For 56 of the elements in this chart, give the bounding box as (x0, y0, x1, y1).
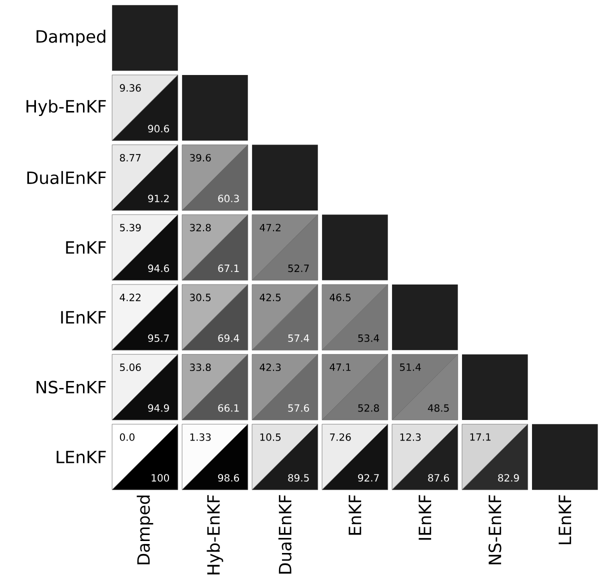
annotation: 94.9 (148, 404, 169, 412)
data-label: 5.39 (120, 224, 141, 232)
data-label: 33.8 (190, 364, 211, 372)
annotation: 82.9 (498, 474, 519, 482)
annotation: 89.5 (288, 474, 309, 482)
annotation: 87.6 (428, 474, 449, 482)
annotation: 52.8 (358, 404, 379, 412)
annotation: 98.6 (218, 474, 240, 482)
annotation: 57.4 (288, 334, 310, 342)
x-tick-label: NS-EnKF (488, 495, 502, 564)
x-tick-label: Hyb-EnKF (206, 495, 224, 574)
data-label: 5.06 (120, 364, 141, 372)
data-label: 39.6 (190, 154, 211, 162)
x-tick-label: DualEnKF (278, 495, 292, 574)
annotation: 60.3 (218, 194, 239, 202)
data-label: 4.22 (120, 294, 140, 302)
data-label: 51.4 (400, 364, 421, 371)
annotation: 52.7 (288, 264, 309, 272)
y-tick-label: DualEnKF (27, 171, 106, 184)
annotation: 90.6 (148, 124, 170, 132)
data-label: 17.1 (470, 433, 490, 441)
data-label: 42.5 (260, 294, 281, 302)
annotation: 67.1 (218, 264, 239, 272)
data-label: 46.5 (330, 294, 351, 302)
annotation: 94.6 (148, 264, 170, 272)
y-tick-label: NS-EnKF (36, 380, 106, 394)
data-label: 32.8 (190, 224, 211, 232)
x-tick-label: IEnKF (418, 495, 432, 540)
annotation: 100 (152, 474, 170, 482)
x-tick-label: LEnKF (558, 495, 572, 544)
y-tick-label: IEnKF (61, 311, 106, 324)
x-tick-label: Damped (136, 496, 154, 564)
annotation: 66.1 (218, 404, 239, 412)
data-label: 8.77 (120, 154, 141, 162)
data-label: 47.2 (260, 224, 280, 232)
data-label: 12.3 (400, 433, 421, 441)
y-tick-label: Hyb-EnKF (26, 100, 106, 116)
data-label: 30.5 (190, 294, 211, 302)
annotation: 91.2 (148, 194, 169, 202)
data-label: 10.5 (260, 433, 281, 441)
data-label: 42.3 (260, 364, 281, 372)
annotation: 53.4 (358, 334, 380, 342)
y-tick-label: LEnKF (56, 450, 106, 464)
annotation: 69.4 (218, 334, 240, 342)
data-label: 9.36 (120, 84, 141, 92)
annotation: 57.6 (288, 404, 310, 412)
data-label: 47.1 (330, 364, 351, 371)
x-tick-label: EnKF (348, 495, 362, 535)
annotation: 92.7 (358, 474, 379, 482)
data-label: 1.33 (190, 433, 211, 441)
y-tick-label: EnKF (66, 241, 106, 254)
y-tick-label: Damped (36, 30, 106, 46)
annotation: 48.5 (428, 404, 449, 412)
data-label: 0.0 (120, 433, 134, 441)
annotation: 95.7 (148, 334, 169, 342)
data-label: 7.26 (330, 433, 351, 441)
